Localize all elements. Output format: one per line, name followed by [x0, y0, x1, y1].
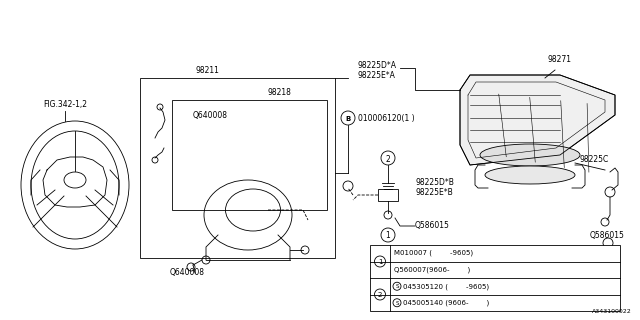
Text: S: S	[396, 301, 399, 306]
Text: 98225C: 98225C	[580, 155, 609, 164]
Text: 98211: 98211	[195, 66, 219, 75]
Polygon shape	[460, 75, 615, 165]
Text: 98218: 98218	[267, 88, 291, 97]
Text: 1: 1	[386, 231, 390, 241]
Bar	[140, 78, 335, 258]
Bar	[378, 189, 398, 201]
Text: Q640008: Q640008	[170, 268, 205, 277]
Text: 2: 2	[378, 292, 382, 298]
Circle shape	[393, 282, 401, 290]
Text: 045305120 (        -9605): 045305120 ( -9605)	[403, 283, 489, 290]
Text: 1: 1	[378, 259, 382, 265]
Text: 045005140 (9606-        ): 045005140 (9606- )	[403, 300, 489, 306]
Text: Q586015: Q586015	[590, 231, 625, 240]
Ellipse shape	[480, 144, 580, 166]
Text: 98225D*A: 98225D*A	[358, 61, 397, 70]
Text: Q560007(9606-        ): Q560007(9606- )	[394, 267, 470, 273]
Text: 98225D*B: 98225D*B	[415, 178, 454, 187]
Text: A343100022: A343100022	[592, 309, 632, 314]
Bar	[370, 245, 620, 311]
Text: 98271: 98271	[548, 55, 572, 64]
Text: 010006120(1 ): 010006120(1 )	[358, 115, 415, 124]
Text: 98225E*A: 98225E*A	[358, 71, 396, 80]
Circle shape	[374, 256, 385, 267]
Circle shape	[341, 111, 355, 125]
Circle shape	[393, 299, 401, 307]
Text: B: B	[346, 116, 351, 122]
Text: 2: 2	[386, 155, 390, 164]
Circle shape	[381, 228, 395, 242]
Text: 98225E*B: 98225E*B	[415, 188, 452, 197]
Ellipse shape	[485, 166, 575, 184]
Text: M010007 (        -9605): M010007 ( -9605)	[394, 250, 473, 257]
Text: Q586015: Q586015	[415, 221, 450, 230]
Bar	[172, 100, 327, 210]
Text: S: S	[396, 284, 399, 289]
Text: FIG.342-1,2: FIG.342-1,2	[43, 100, 87, 109]
Circle shape	[374, 289, 385, 300]
Text: Q640008: Q640008	[193, 111, 227, 120]
Circle shape	[381, 151, 395, 165]
